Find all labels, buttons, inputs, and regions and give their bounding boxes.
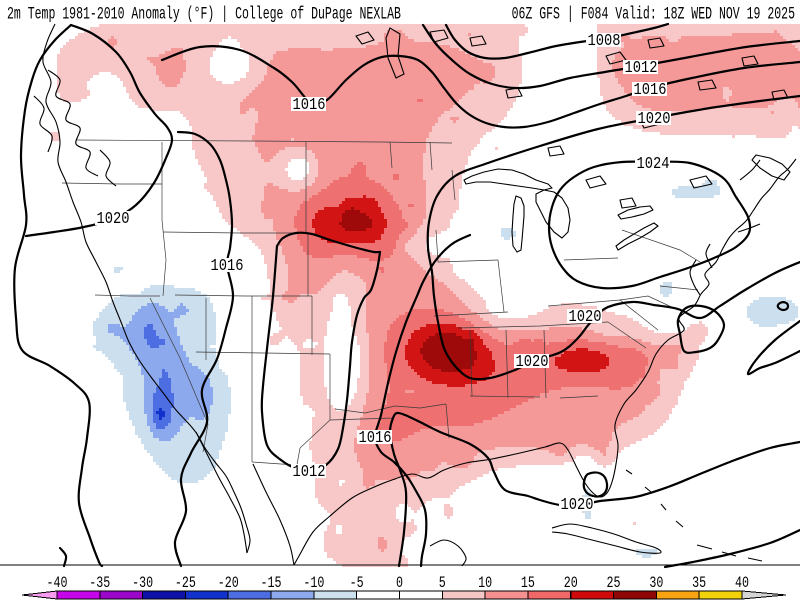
svg-text:20: 20 [564,574,578,592]
svg-text:1020: 1020 [560,495,593,515]
svg-text:-10: -10 [303,574,324,592]
svg-text:-35: -35 [89,574,110,592]
svg-text:1012: 1012 [625,58,658,78]
svg-text:1024: 1024 [637,154,670,174]
svg-text:-15: -15 [261,574,282,592]
svg-text:0: 0 [396,574,403,592]
svg-text:10: 10 [478,574,492,592]
svg-text:-25: -25 [175,574,196,592]
svg-text:1012: 1012 [293,462,326,482]
svg-text:1020: 1020 [96,209,129,229]
svg-text:1016: 1016 [210,256,243,276]
svg-text:-40: -40 [46,574,67,592]
svg-text:2m Temp 1981-2010 Anomaly (°F): 2m Temp 1981-2010 Anomaly (°F) | College… [7,3,401,24]
svg-text:-20: -20 [218,574,239,592]
svg-text:1020: 1020 [637,109,670,129]
svg-text:15: 15 [521,574,535,592]
svg-text:1020: 1020 [568,307,601,327]
svg-text:30: 30 [649,574,663,592]
svg-text:40: 40 [735,574,749,592]
svg-text:25: 25 [607,574,621,592]
svg-text:-30: -30 [132,574,153,592]
svg-text:06Z GFS | F084 Valid: 18Z WED: 06Z GFS | F084 Valid: 18Z WED NOV 19 202… [512,3,795,24]
svg-text:1016: 1016 [634,80,667,100]
svg-text:35: 35 [692,574,706,592]
svg-text:1016: 1016 [293,95,326,115]
svg-text:1020: 1020 [515,352,548,372]
svg-text:-5: -5 [350,574,364,592]
svg-text:1016: 1016 [359,428,392,448]
svg-text:1008: 1008 [588,31,621,51]
svg-text:5: 5 [439,574,446,592]
